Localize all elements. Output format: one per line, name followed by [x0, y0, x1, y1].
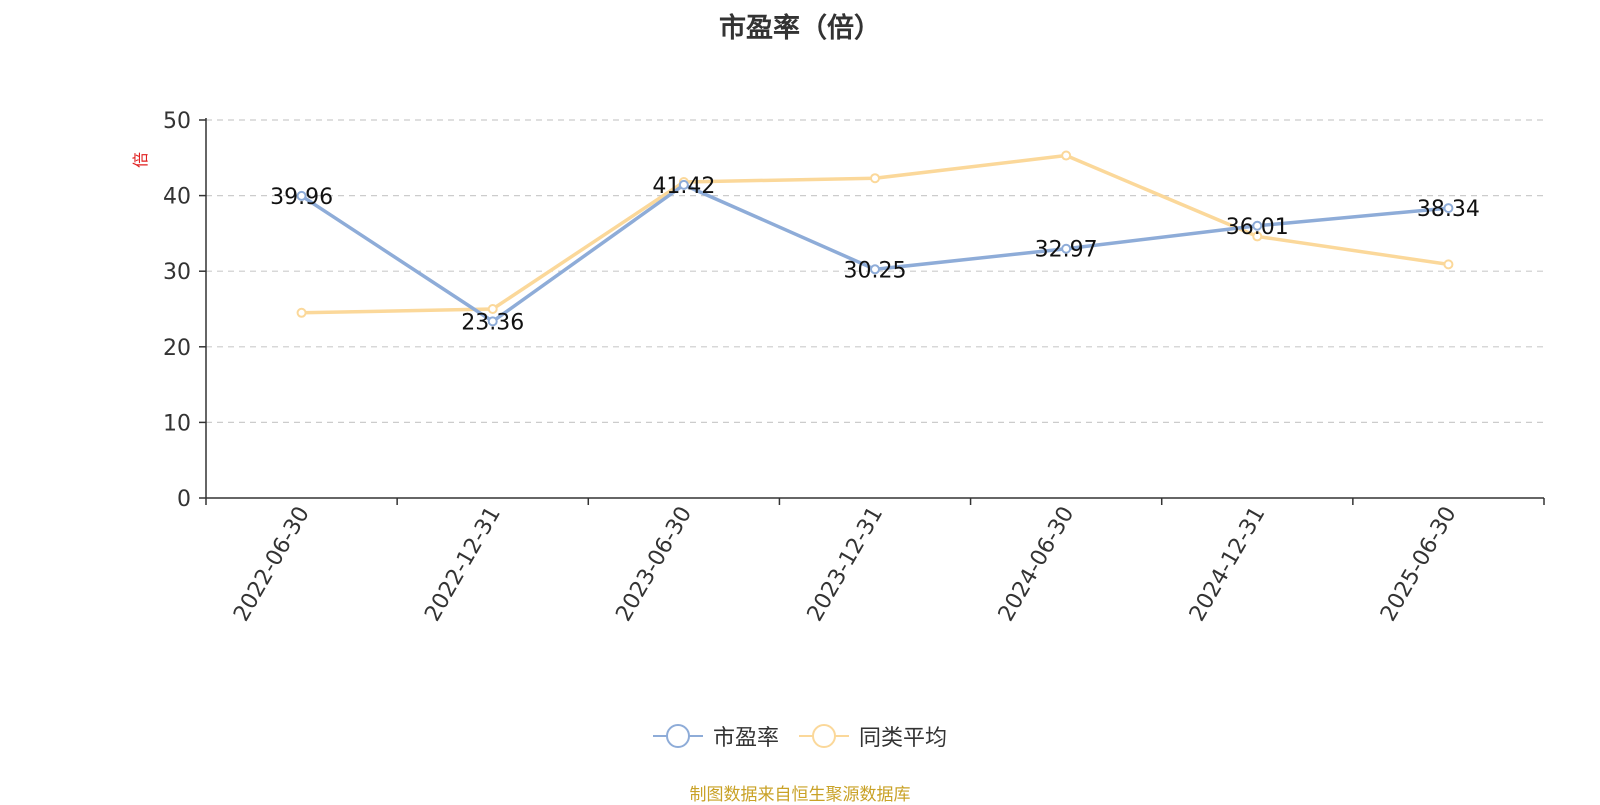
- x-tick-label-2022-06-30: 2022-06-30: [229, 503, 315, 626]
- x-tick-label-2022-12-31: 2022-12-31: [420, 503, 506, 626]
- chart-legend: 市盈率 同类平均: [0, 720, 1600, 752]
- x-tick-label-2024-12-31: 2024-12-31: [1185, 503, 1271, 626]
- y-tick-label-50: 50: [163, 109, 191, 134]
- legend-label-pe: 市盈率: [712, 726, 779, 751]
- chart-title: 市盈率（倍）: [719, 13, 881, 44]
- x-tick-label-2024-06-30: 2024-06-30: [994, 503, 1080, 626]
- data-label-5: 36.01: [1226, 215, 1289, 240]
- data-point-0-0: [296, 190, 307, 201]
- data-point-0-2: [678, 179, 689, 190]
- data-point-1-3: [870, 173, 880, 184]
- legend-marker-peer-average-icon: [799, 723, 849, 749]
- data-label-2: 41.42: [652, 174, 715, 199]
- data-point-0-1: [487, 316, 498, 327]
- legend-marker-pe-icon: [652, 723, 703, 749]
- series-line-0: [300, 183, 1449, 324]
- data-point-0-4: [1061, 243, 1072, 254]
- y-axis-label: 倍: [131, 152, 150, 168]
- legend-item-peer-average[interactable]: 同类平均: [799, 720, 947, 752]
- data-point-1-1: [487, 304, 498, 314]
- y-tick-label-10: 10: [163, 411, 191, 436]
- x-tick-label-2023-12-31: 2023-12-31: [803, 503, 889, 626]
- y-tick-label-40: 40: [163, 185, 191, 210]
- data-point-1-6: [1443, 259, 1454, 270]
- x-tick-label-2023-06-30: 2023-06-30: [611, 503, 697, 626]
- data-label-3: 30.25: [844, 258, 907, 283]
- legend-item-pe[interactable]: 市盈率: [652, 720, 779, 752]
- data-label-1: 23.36: [461, 310, 524, 335]
- data-label-4: 32.97: [1035, 238, 1098, 263]
- data-point-0-5: [1252, 220, 1263, 231]
- data-point-0-3: [870, 264, 880, 275]
- y-tick-label-0: 0: [177, 487, 191, 512]
- data-point-0-6: [1443, 203, 1454, 214]
- data-point-1-0: [296, 307, 307, 318]
- data-point-1-4: [1061, 150, 1072, 161]
- legend-label-peer-average: 同类平均: [859, 726, 948, 751]
- y-tick-label-30: 30: [163, 260, 191, 285]
- x-tick-label-2025-06-30: 2025-06-30: [1376, 503, 1462, 626]
- data-label-0: 39.96: [270, 185, 333, 210]
- y-tick-label-20: 20: [163, 336, 191, 361]
- data-point-1-5: [1252, 231, 1263, 242]
- source-note: 制图数据来自恒生聚源数据库: [689, 785, 911, 805]
- data-label-6: 38.34: [1417, 197, 1480, 222]
